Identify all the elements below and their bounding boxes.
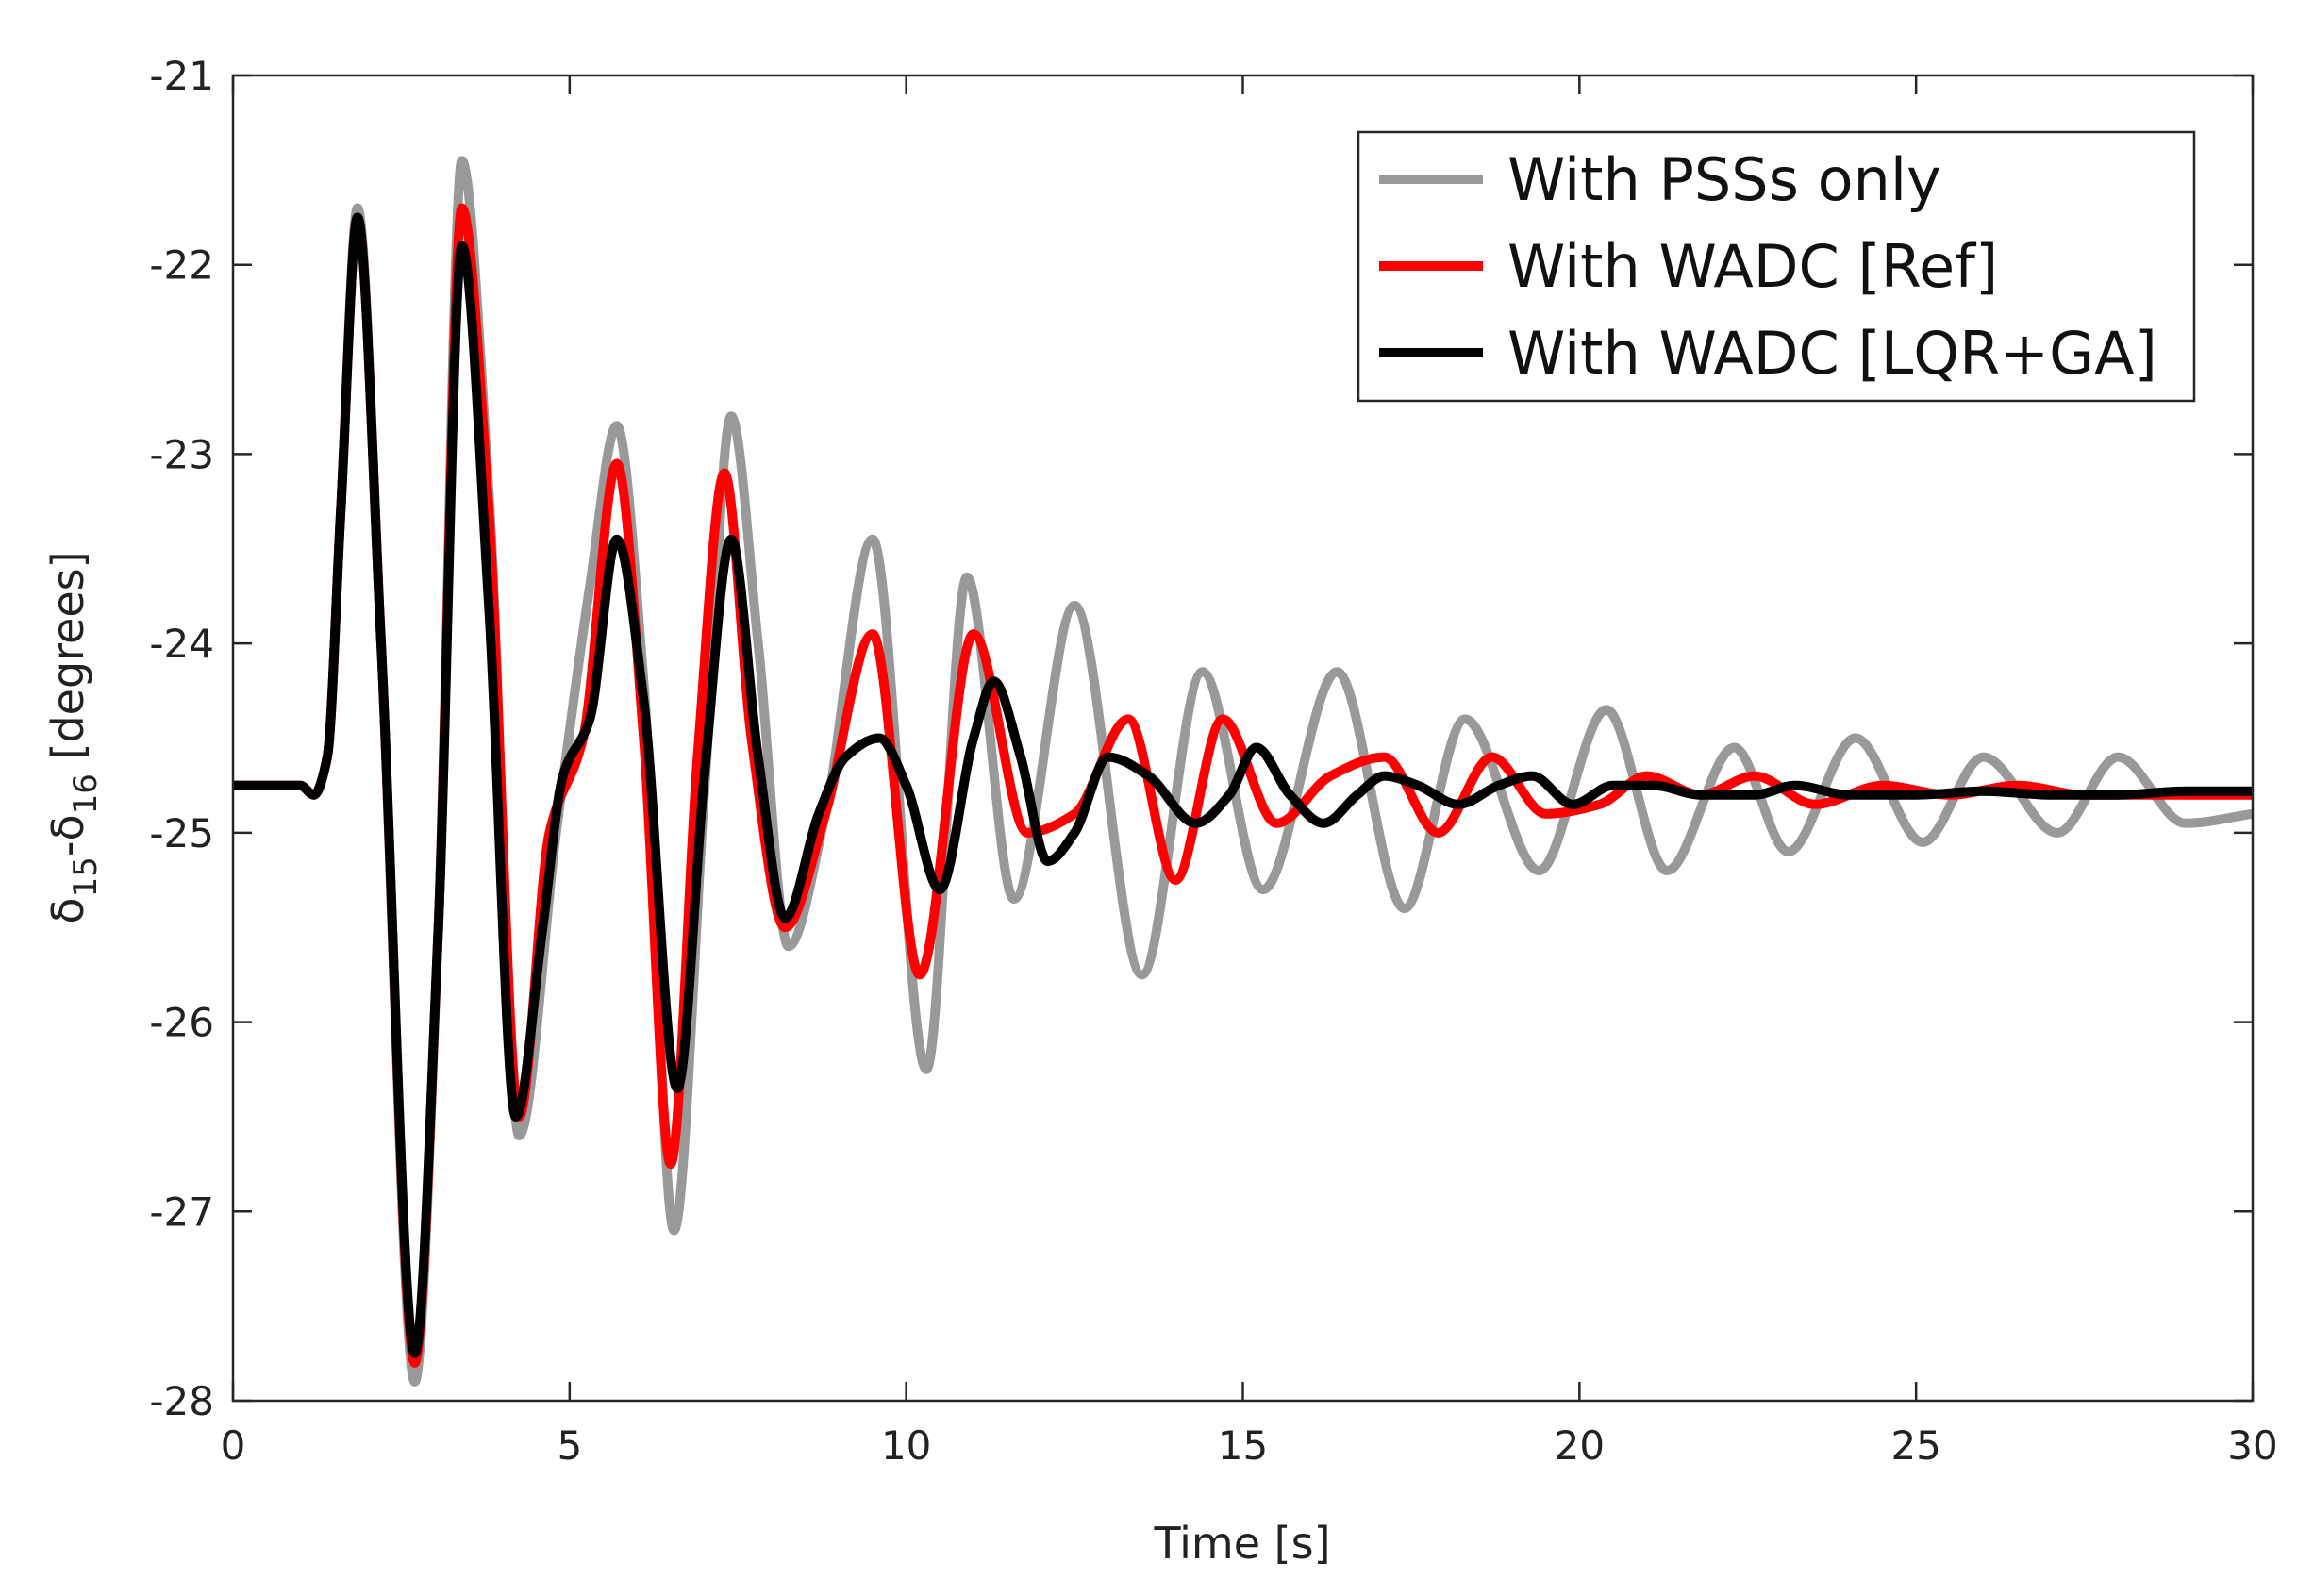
x-tick-label: 10 (881, 1422, 931, 1469)
axis-ticks (231, 74, 2255, 1403)
y-label-delta-1: δ (42, 897, 93, 923)
y-tick-label: -25 (149, 810, 214, 856)
x-tick-label: 20 (1555, 1422, 1605, 1469)
legend-label: With WADC [Ref] (1507, 232, 1998, 301)
y-label-delta-2: δ (42, 814, 93, 840)
y-label-sub-1: 15 (67, 856, 105, 897)
legend-box (1357, 130, 2196, 403)
x-tick-label: 15 (1218, 1422, 1268, 1469)
y-tick-label: -23 (149, 431, 214, 477)
x-tick-label: 25 (1890, 1422, 1940, 1469)
y-tick-label: -26 (149, 1000, 214, 1046)
y-tick-label: -28 (149, 1378, 214, 1424)
legend-entry-wadc-ref: With WADC [Ref] (1379, 232, 1998, 301)
x-tick-label: 5 (557, 1422, 582, 1469)
x-tick-label: 0 (221, 1422, 246, 1469)
x-tick-labels: 0 5 10 15 20 25 30 (221, 1422, 2278, 1469)
legend-entry-pss-only: With PSSs only (1379, 145, 1941, 214)
legend-label: With PSSs only (1507, 145, 1941, 214)
axes-box (231, 74, 2255, 1403)
y-label-unit: [degrees] (42, 551, 93, 773)
y-tick-label: -27 (149, 1189, 214, 1235)
legend-label: With WADC [LQR+GA] (1507, 319, 2157, 388)
y-tick-label: -21 (149, 53, 214, 99)
y-axis-label: δ15-δ16 [degrees] (42, 551, 105, 923)
y-tick-label: -22 (149, 242, 214, 289)
x-tick-label: 30 (2227, 1422, 2277, 1469)
y-label-dash: - (42, 841, 93, 857)
legend: With PSSs only With WADC [Ref] With WADC [… (1357, 130, 2196, 403)
series-group (233, 156, 2253, 1387)
y-label-sub-2: 16 (67, 773, 105, 814)
legend-entry-wadc-lqr-ga: With WADC [LQR+GA] (1379, 319, 2157, 388)
y-tick-labels: -21 -22 -23 -24 -25 -26 -27 -28 (149, 53, 214, 1424)
y-tick-label: -24 (149, 621, 214, 667)
series-line-wadc-lqr-ga (233, 212, 2253, 1358)
x-axis-label: Time [s] (1153, 1518, 1330, 1569)
